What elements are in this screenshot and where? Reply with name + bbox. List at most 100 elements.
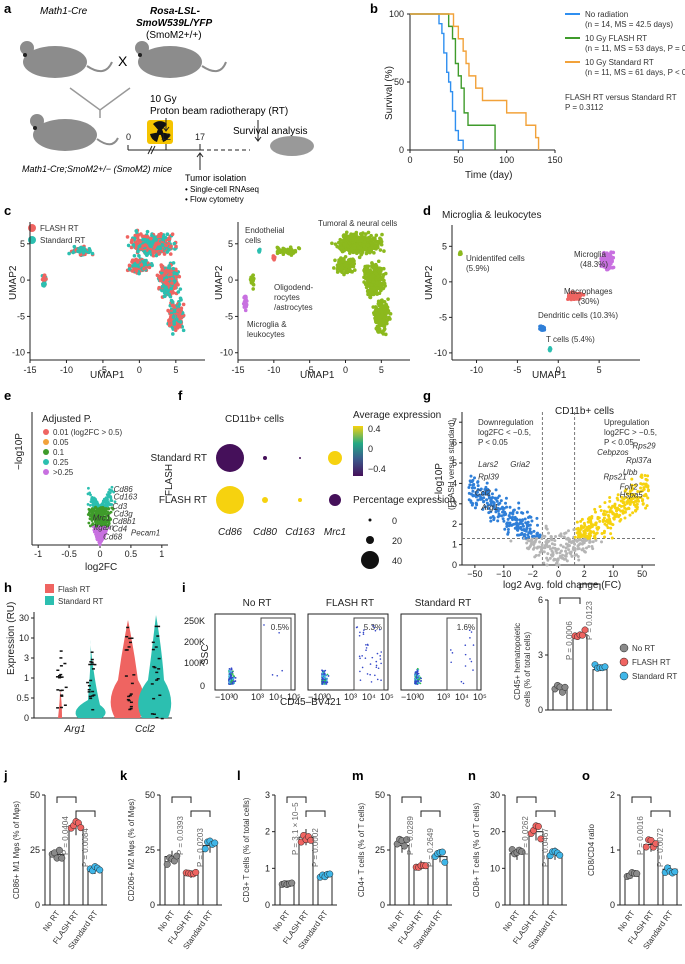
umap-d-point [569, 290, 574, 295]
violin-point [59, 657, 63, 659]
flow-event [416, 675, 419, 678]
volcano-gene-label: Pecam1 [131, 529, 160, 538]
umap-point [130, 260, 134, 264]
volcano-legend-item: 0.01 (log2FC > 0.5) [53, 428, 122, 437]
size-legend-dot [366, 536, 374, 544]
g-point [508, 505, 512, 509]
flow-event-gated [365, 644, 367, 646]
g-point [513, 522, 517, 526]
g-point [582, 521, 586, 525]
umap-c2-x-tick-label: -5 [306, 365, 314, 375]
umap-point [385, 305, 390, 310]
g-point [627, 507, 631, 511]
flow-event [323, 677, 326, 680]
g-point [469, 474, 473, 478]
flow-event-gated [468, 629, 471, 632]
g-point [615, 508, 619, 512]
g-point [587, 545, 591, 549]
g-point [528, 523, 532, 527]
volcano-point [107, 526, 111, 530]
g-point [590, 545, 594, 549]
umap-point [142, 266, 146, 271]
ssc-tick: 250K [184, 616, 205, 626]
g-down-3: P < 0.05 [478, 438, 508, 447]
g-y-tick-label: 7 [452, 417, 457, 427]
g-point [545, 542, 549, 546]
j-point [58, 854, 66, 862]
volcano-gene-label: Cd68 [103, 532, 123, 541]
umap-point [375, 292, 379, 296]
violin-y-label: Expression (RU) [6, 602, 17, 675]
volcano-point [100, 533, 104, 536]
survival-x-tick-label: 50 [453, 155, 463, 165]
flow-event [230, 677, 233, 680]
g-point [538, 550, 542, 554]
g-point [607, 505, 611, 509]
g-point [478, 488, 482, 492]
flow-event-gated [380, 651, 383, 653]
volcano-gene-label: Cd8b1 [112, 517, 136, 526]
volcano-legend-dot [43, 469, 49, 475]
umap-point [359, 238, 364, 243]
umap-point [338, 266, 343, 271]
volcano-point [99, 524, 103, 527]
g-y-tick-label: 1 [452, 540, 457, 550]
flash-vs-standard-p: P = 0.3112 [565, 103, 604, 112]
g-point [517, 506, 521, 510]
m-y-tick-label: 50 [375, 790, 385, 800]
umap-point [143, 243, 148, 247]
g-point [642, 486, 646, 490]
m-point [422, 862, 430, 870]
g-point [601, 519, 605, 523]
umap-d-point [609, 256, 614, 260]
violin-point [63, 704, 67, 706]
cd45-y-tick-label: 0 [538, 705, 543, 715]
flow-event [414, 677, 416, 680]
panel-d-umap: Microglia & leukocytes 50-5-10-10 -5 0 5 UM… [424, 210, 640, 381]
g-point [572, 528, 576, 532]
g-point [535, 531, 539, 535]
survival-legend: No radiation (n = 14, MS = 42.5 days) 10… [565, 10, 685, 112]
g-gene-up: Rps29 [632, 442, 656, 451]
k-bar [202, 845, 218, 906]
panel-label-j: j [3, 768, 8, 783]
tumor-isolation-label: Tumor isolation [185, 173, 246, 183]
violin-point [128, 637, 132, 640]
g-point [639, 496, 643, 500]
j-y-tick-label: 25 [30, 845, 40, 855]
flow-event-gated [366, 643, 369, 646]
g-point [519, 521, 523, 525]
violin-point [91, 695, 95, 697]
umap-point [382, 324, 387, 329]
umap-point [168, 252, 173, 256]
g-point [583, 538, 587, 542]
flow-event [414, 674, 417, 677]
g-point [483, 488, 487, 492]
survival-y-label: Survival (%) [384, 66, 395, 120]
umap-point-oligo [272, 257, 276, 262]
violin-point [154, 625, 158, 628]
cd45-y-tick-label: 6 [538, 595, 543, 605]
umap-point [382, 299, 387, 304]
umap-point [177, 274, 182, 279]
flow-event [321, 672, 324, 674]
umap-point [372, 237, 376, 242]
volcano-gene-label: Cd163 [114, 492, 138, 501]
violin-point [59, 650, 63, 652]
flow-event-gated [380, 662, 382, 665]
violin-point [151, 648, 155, 651]
umap-d-point [601, 251, 606, 256]
g-point [559, 543, 563, 547]
cbar-tick: −0.4 [368, 464, 386, 474]
flow-x-tick: 10⁵ [473, 692, 487, 702]
g-point [564, 542, 568, 546]
g-point [613, 506, 617, 510]
g-point [602, 513, 606, 517]
umap-c1-x-label: UMAP1 [90, 370, 125, 381]
g-down-1: Downregulation [478, 418, 534, 427]
panel-label-g: g [423, 388, 431, 403]
volcano-point [87, 507, 91, 511]
umap-point [130, 238, 134, 242]
